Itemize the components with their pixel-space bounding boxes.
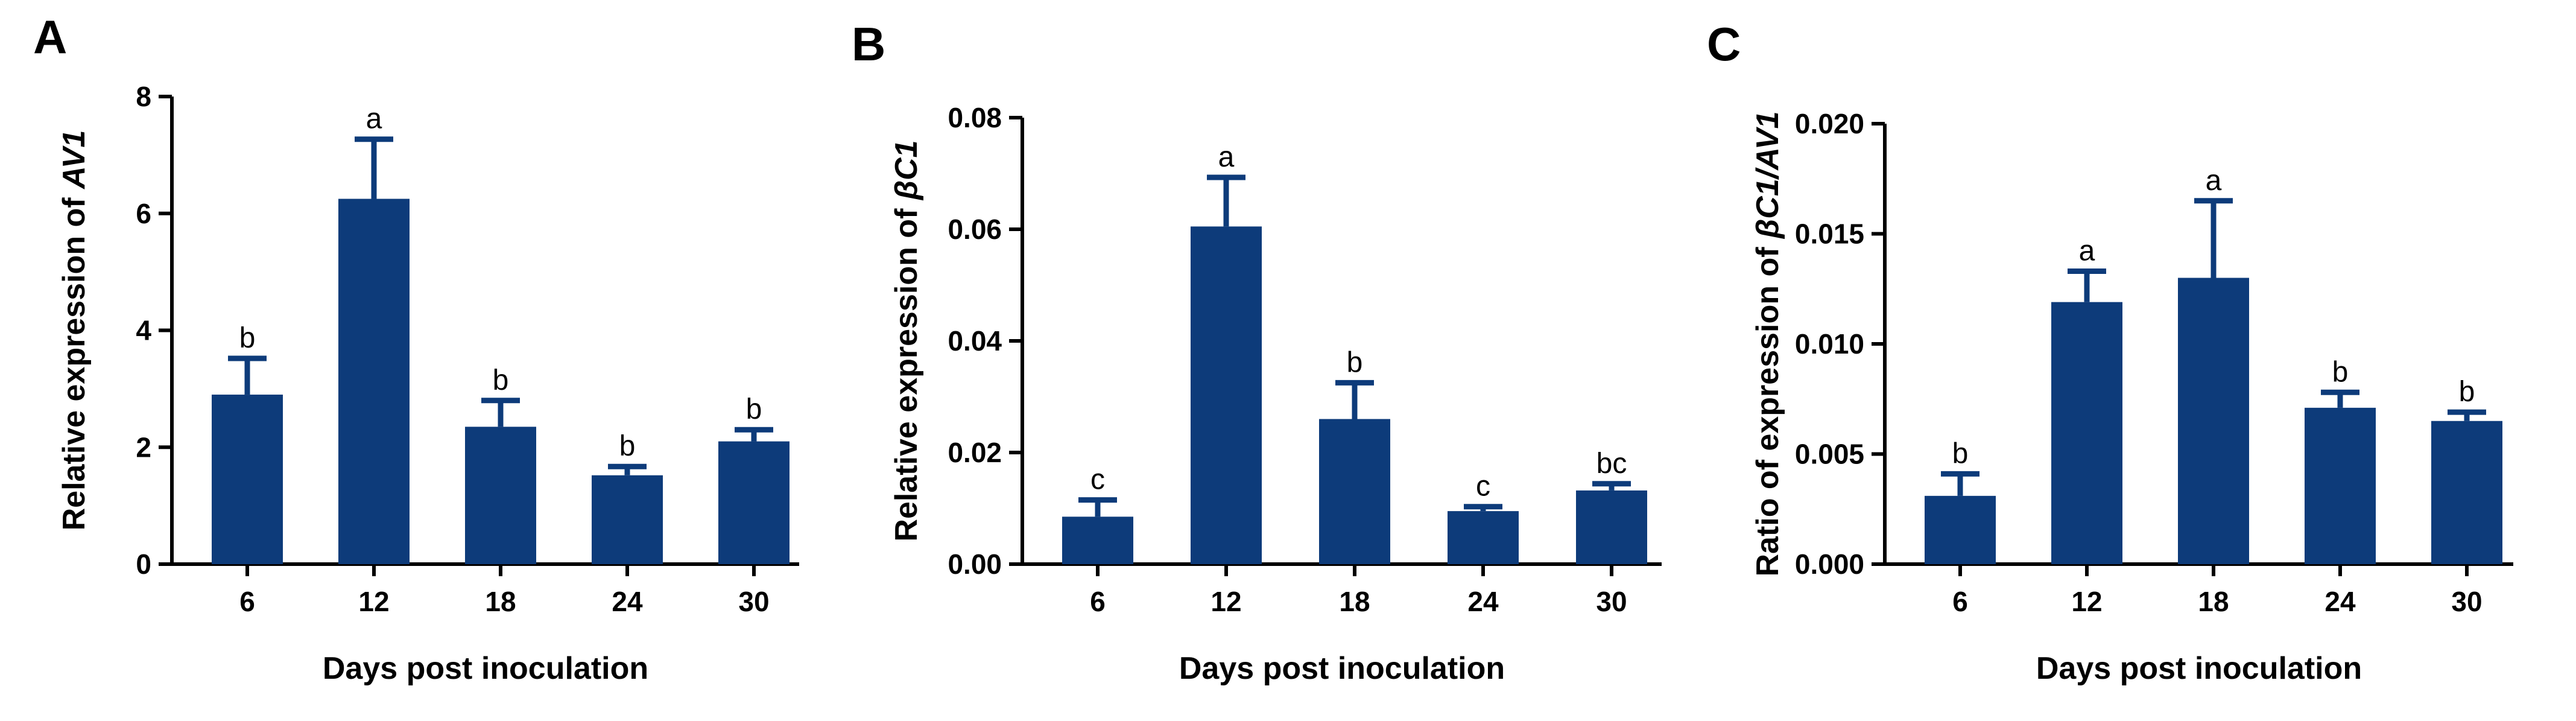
y-tick-label: 0.005: [1795, 439, 1864, 470]
significance-label: b: [619, 430, 636, 462]
significance-label: a: [1218, 141, 1235, 173]
x-tick-label: 6: [1952, 586, 1968, 617]
x-tick-label: 12: [2071, 586, 2102, 617]
bar: [1319, 419, 1390, 564]
bar: [2051, 302, 2122, 564]
panel-letter: C: [1707, 17, 1741, 71]
x-tick-label: 6: [239, 586, 255, 617]
x-axis-title: Days post inoculation: [323, 651, 648, 686]
chart-panel-c: C 0.000 0.005 0.010 0.015 0.020 6 b 12 a 18 a 24 b 30 b…: [1707, 17, 2513, 686]
chart-panel-b: B 0.00 0.02 0.04 0.06 0.08 6 c 12 a 18 b 24 c 30 bc Days…: [852, 17, 1662, 686]
bar: [212, 395, 283, 564]
bar: [2178, 278, 2249, 564]
y-tick-label: 6: [136, 198, 151, 229]
y-tick-label: 4: [136, 315, 151, 346]
y-tick-label: 0.02: [948, 437, 1002, 468]
y-tick-label: 0.015: [1795, 218, 1864, 250]
y-axis-title-gene: AV1: [57, 130, 92, 190]
panel-letter: B: [852, 17, 885, 71]
x-tick-label: 12: [358, 586, 389, 617]
bar: [1062, 516, 1133, 564]
x-axis-title: Days post inoculation: [2036, 651, 2362, 686]
significance-label: c: [1090, 464, 1105, 496]
significance-label: a: [2079, 235, 2095, 267]
y-axis-title-text: Relative expression of: [889, 200, 924, 541]
y-axis-title-gene: βC1: [889, 140, 924, 201]
x-tick-label: 30: [2451, 586, 2482, 617]
x-tick-label: 24: [612, 586, 643, 617]
bar: [592, 475, 663, 564]
y-tick-label: 2: [136, 431, 151, 463]
y-tick-label: 0.08: [948, 102, 1002, 133]
bar: [718, 441, 790, 564]
y-axis-title-text: Relative expression of: [57, 189, 92, 530]
x-tick-label: 6: [1090, 586, 1106, 617]
bar: [1576, 490, 1647, 564]
bar: [1191, 226, 1262, 564]
significance-label: bc: [1597, 448, 1627, 480]
x-tick-label: 24: [1467, 586, 1499, 617]
significance-label: b: [2332, 356, 2349, 388]
y-tick-label: 0.04: [948, 325, 1002, 357]
significance-label: b: [746, 393, 762, 425]
significance-label: c: [1476, 471, 1490, 503]
y-axis-title-gene: βC1/AV1: [1750, 111, 1785, 240]
significance-label: a: [366, 103, 382, 135]
y-tick-label: 0.000: [1795, 548, 1864, 580]
y-tick-label: 0.010: [1795, 328, 1864, 360]
bar: [465, 427, 536, 564]
bar: [1925, 495, 1996, 564]
significance-label: b: [2459, 376, 2475, 408]
bar: [2431, 421, 2502, 564]
y-tick-label: 0: [136, 548, 151, 580]
y-tick-label: 0.06: [948, 214, 1002, 245]
y-axis-title: Relative expression of AV1: [57, 130, 92, 531]
significance-label: a: [2206, 165, 2222, 197]
significance-label: b: [1347, 346, 1363, 378]
x-tick-label: 18: [485, 586, 516, 617]
y-axis-title: Relative expression of βC1: [889, 140, 924, 541]
significance-label: b: [1952, 437, 1969, 469]
x-tick-label: 30: [738, 586, 769, 617]
x-tick-label: 18: [1339, 586, 1370, 617]
x-axis-title: Days post inoculation: [1179, 651, 1505, 686]
panel-letter: A: [33, 10, 67, 63]
y-axis-title: Ratio of expression of βC1/AV1: [1750, 111, 1785, 576]
x-tick-label: 12: [1210, 586, 1241, 617]
x-tick-label: 24: [2324, 586, 2356, 617]
bar: [1448, 511, 1519, 564]
y-tick-label: 8: [136, 81, 151, 112]
significance-label: b: [493, 364, 509, 396]
significance-label: b: [239, 322, 256, 354]
y-axis-title-text: Ratio of expression of: [1750, 238, 1785, 577]
y-tick-label: 0.00: [948, 548, 1002, 580]
bar: [338, 199, 410, 564]
x-tick-label: 30: [1596, 586, 1627, 617]
bar: [2305, 407, 2376, 564]
y-tick-label: 0.020: [1795, 108, 1864, 139]
x-tick-label: 18: [2198, 586, 2229, 617]
